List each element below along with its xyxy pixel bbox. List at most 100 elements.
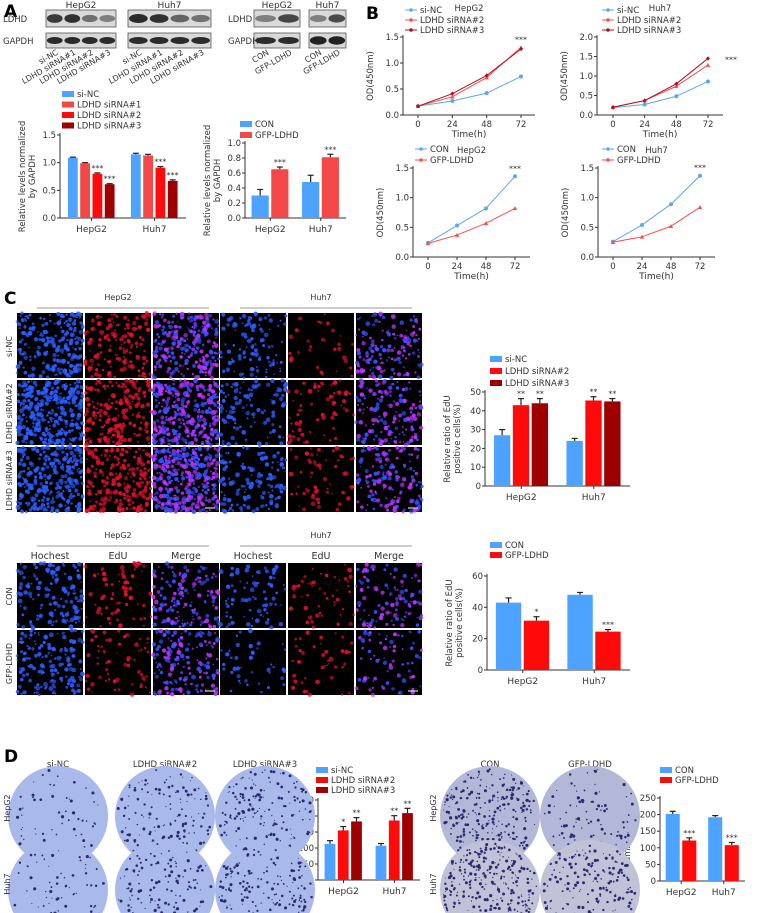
cell-nucleus: [86, 469, 92, 474]
cell-nucleus: [79, 594, 84, 599]
cell-nucleus: [171, 355, 176, 360]
cell-nucleus: [194, 447, 198, 450]
cell-nucleus: [94, 382, 98, 386]
cell-nucleus: [238, 488, 241, 491]
bar: [143, 155, 153, 218]
cell-nucleus: [261, 490, 266, 496]
cell-nucleus: [371, 315, 374, 317]
cell-nucleus: [157, 401, 161, 405]
cell-nucleus: [208, 425, 211, 428]
cell-nucleus: [392, 400, 396, 403]
cell-nucleus: [145, 429, 149, 434]
cell-nucleus: [222, 497, 227, 502]
cell-nucleus: [209, 431, 214, 435]
cell-nucleus: [214, 470, 217, 473]
cell-nucleus: [241, 406, 245, 410]
cell-nucleus: [23, 342, 28, 346]
cell-nucleus: [156, 590, 161, 594]
bar: [682, 840, 697, 881]
cell-nucleus: [197, 485, 200, 488]
cell-nucleus: [80, 421, 84, 425]
cell-nucleus: [115, 448, 120, 453]
cell-nucleus: [212, 458, 216, 463]
cell-nucleus: [64, 599, 69, 604]
cell-nucleus: [74, 365, 78, 368]
legend-swatch: [62, 91, 74, 97]
cell-nucleus: [171, 330, 174, 333]
cell-nucleus: [100, 507, 105, 512]
cell-nucleus: [282, 436, 285, 439]
cell-nucleus: [184, 404, 188, 409]
cell-nucleus: [210, 427, 214, 432]
cell-nucleus: [177, 468, 180, 471]
cell-nucleus: [220, 491, 223, 494]
cell-nucleus: [199, 359, 202, 363]
cell-nucleus: [146, 383, 151, 388]
cell-nucleus: [373, 626, 376, 629]
cell-nucleus: [185, 656, 188, 659]
data-point: [706, 56, 710, 61]
cell-nucleus: [54, 373, 57, 377]
series-line: [417, 48, 522, 107]
cell-nucleus: [347, 584, 350, 588]
legend-label: GFP-LDHD: [505, 551, 549, 561]
cell-nucleus: [260, 495, 263, 497]
cell-nucleus: [153, 692, 157, 696]
y-tick-label: 0.5: [42, 186, 56, 196]
cell-nucleus: [177, 602, 180, 605]
cell-nucleus: [61, 336, 66, 341]
cell-nucleus: [341, 635, 345, 639]
cell-nucleus: [118, 490, 123, 496]
cell-nucleus: [123, 394, 126, 397]
cell-nucleus: [182, 693, 185, 696]
cell-nucleus: [170, 351, 175, 355]
cell-nucleus: [204, 312, 209, 318]
cell-nucleus: [29, 629, 33, 633]
cell-nucleus: [21, 338, 24, 341]
cell-nucleus: [135, 316, 139, 320]
cell-nucleus: [256, 407, 261, 413]
cell-nucleus: [99, 351, 103, 354]
cell-nucleus: [214, 436, 218, 440]
cell-nucleus: [100, 461, 105, 466]
cell-nucleus: [350, 374, 353, 378]
cell-nucleus: [75, 445, 80, 449]
legend-label: GFP-LDHD: [430, 156, 474, 166]
cell-nucleus: [194, 489, 199, 493]
cell-nucleus: [20, 667, 25, 672]
cell-nucleus: [203, 640, 207, 643]
cell-nucleus: [62, 431, 66, 435]
cell-nucleus: [155, 491, 159, 495]
cell-nucleus: [257, 682, 261, 685]
cell-nucleus: [370, 497, 374, 502]
legend-marker: [606, 158, 610, 162]
cell-nucleus: [321, 653, 325, 657]
cell-nucleus: [44, 480, 49, 485]
cell-nucleus: [213, 494, 218, 499]
cell-nucleus: [34, 493, 39, 498]
cell-nucleus: [408, 611, 412, 615]
cell-nucleus: [49, 679, 53, 684]
micrograph-top-0-2-1: [84, 446, 153, 514]
y-tick-label: 0.0: [227, 214, 241, 224]
cell-nucleus: [76, 448, 81, 452]
cell-nucleus: [404, 386, 409, 392]
cell-nucleus: [137, 325, 142, 330]
cell-nucleus: [372, 447, 375, 450]
cell-nucleus: [179, 355, 183, 359]
cell-nucleus: [33, 631, 37, 635]
data-point: [484, 206, 488, 211]
cell-nucleus: [72, 366, 78, 372]
cell-nucleus: [342, 399, 347, 404]
cell-nucleus: [210, 576, 214, 579]
cell-nucleus: [45, 567, 50, 573]
cell-nucleus: [234, 382, 239, 387]
cell-nucleus: [142, 481, 145, 484]
cell-nucleus: [69, 370, 74, 375]
cell-nucleus: [205, 664, 211, 670]
cell-nucleus: [80, 338, 85, 343]
cell-nucleus: [179, 457, 183, 461]
blot-band: [64, 37, 81, 44]
cell-nucleus: [198, 662, 202, 665]
